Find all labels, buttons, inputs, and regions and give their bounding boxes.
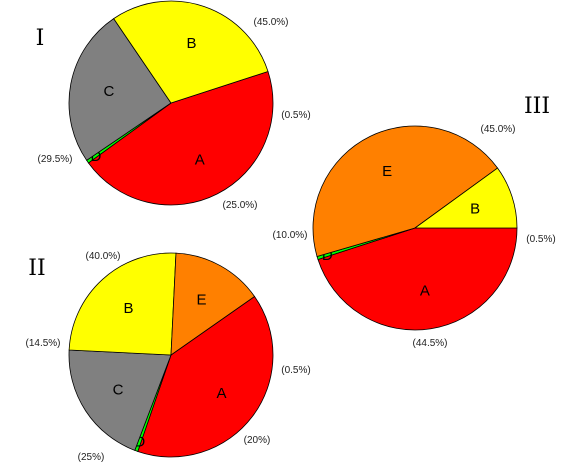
pie-slice-e <box>312 125 499 257</box>
pie-chart-3: III A (45.0%) D (0.5%) E (44.5%) B (10.0%) <box>272 94 555 349</box>
pie-slice-a <box>87 70 274 206</box>
pie-slice-b <box>68 252 177 356</box>
slice-percent-d: (0.5%) <box>281 110 310 121</box>
slice-percent-a: (40.0%) <box>85 251 120 262</box>
slice-percent-e: (14.5%) <box>25 338 60 349</box>
slice-percent-a: (45.0%) <box>480 124 515 135</box>
slice-percent-b: (10.0%) <box>272 230 307 241</box>
pie-slice-c <box>68 18 172 161</box>
slice-percent-b: (29.5%) <box>37 154 72 165</box>
pie-chart-title: I <box>36 26 45 51</box>
pie-slice-a <box>317 227 518 331</box>
slice-percent-d: (0.5%) <box>281 365 310 376</box>
slice-label-e: E <box>382 163 392 180</box>
slice-label-d: D <box>90 148 101 165</box>
slice-label-c: C <box>103 83 114 100</box>
pie-chart-2: II A (40.0%) D (0.5%) C (20%) B (25%) E (14.5%) <box>25 251 310 463</box>
pie-chart-1: I A (45.0%) D (0.5%) C (25.0%) B (29.5%) <box>36 0 311 211</box>
slice-percent-b: (25%) <box>78 452 105 463</box>
slice-label-a: A <box>216 385 226 402</box>
pie-slice-c <box>68 349 172 451</box>
pie-chart-title: II <box>28 256 45 281</box>
slice-label-d: D <box>134 433 145 450</box>
slice-percent-e: (44.5%) <box>412 338 447 349</box>
pie-slice-b <box>113 0 269 104</box>
slice-label-b: B <box>470 200 480 217</box>
slice-label-b: B <box>124 300 134 317</box>
slice-label-e: E <box>197 292 207 309</box>
pie-slice-a <box>137 295 274 458</box>
slice-label-a: A <box>195 151 205 168</box>
slice-label-d: D <box>322 247 333 264</box>
slice-percent-c: (20%) <box>244 435 271 446</box>
slice-percent-a: (45.0%) <box>253 17 288 28</box>
pie-slice-b <box>413 167 518 229</box>
slice-label-a: A <box>420 282 430 299</box>
slice-percent-d: (0.5%) <box>526 234 555 245</box>
slice-label-b: B <box>186 35 196 52</box>
pie-slice-e <box>170 252 256 356</box>
pie-chart-title: III <box>524 94 550 119</box>
slice-label-c: C <box>113 382 124 399</box>
slice-percent-c: (25.0%) <box>222 200 257 211</box>
